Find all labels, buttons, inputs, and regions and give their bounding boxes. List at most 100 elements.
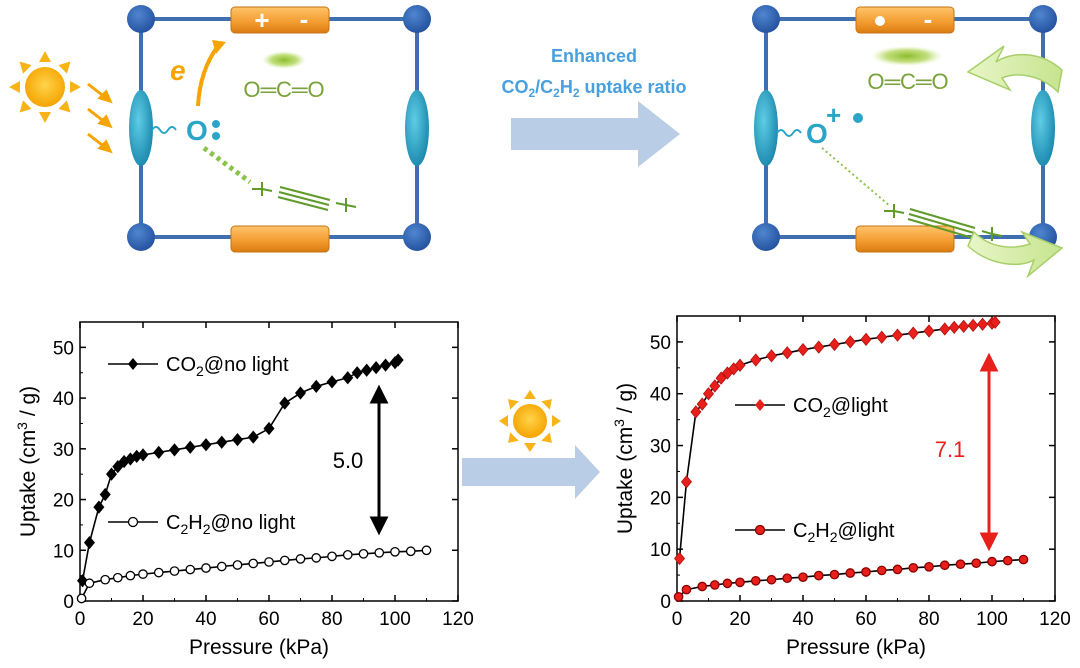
- data-point: [907, 326, 919, 340]
- y-tick-label: 20: [650, 488, 671, 509]
- data-point: [908, 562, 919, 573]
- electron-arrow-icon: [196, 44, 220, 107]
- legend-marker: [755, 399, 765, 411]
- y-tick-label: 40: [650, 385, 671, 406]
- y-tick-label: 10: [53, 541, 74, 562]
- data-point: [99, 487, 111, 502]
- node-icon: [403, 223, 431, 251]
- sun-ray-icon: [70, 81, 81, 93]
- data-point: [374, 547, 385, 558]
- x-tick-label: 40: [792, 609, 813, 630]
- x-tick-label: 120: [1039, 609, 1071, 630]
- x-axis-label: Pressure (kPa): [786, 636, 926, 659]
- y-tick-label: 30: [53, 440, 74, 461]
- data-point: [248, 558, 259, 569]
- data-point: [76, 593, 87, 604]
- data-point: [370, 361, 382, 375]
- data-point: [924, 561, 934, 572]
- c2h2-out-arrow-icon: [967, 230, 1064, 279]
- ratio-value-right: 7.1: [935, 437, 966, 462]
- data-point: [798, 572, 808, 583]
- glow-icon: [871, 46, 943, 66]
- ratio-arrow-right: [979, 352, 999, 552]
- data-point: [977, 317, 989, 331]
- node-icon: [127, 223, 155, 251]
- data-point: [125, 570, 136, 581]
- y-tick-label: 0: [660, 592, 671, 613]
- y-tick-label: 30: [650, 437, 671, 458]
- data-point: [958, 319, 970, 333]
- data-point: [681, 584, 692, 595]
- data-point: [137, 448, 149, 462]
- data-point: [294, 386, 307, 400]
- data-point: [782, 573, 793, 584]
- sun-ray-icon: [524, 390, 536, 399]
- data-point: [105, 467, 118, 481]
- sun-ray-icon: [508, 432, 519, 443]
- data-point: [715, 371, 727, 385]
- data-point: [735, 577, 745, 588]
- co2-molecule-left: O═C═O: [243, 77, 324, 102]
- data-point: [405, 546, 416, 557]
- hole-dot-icon: [875, 16, 885, 26]
- data-point: [231, 433, 244, 447]
- sun-ray-icon: [524, 443, 536, 452]
- electron-dot-icon: [212, 132, 220, 140]
- x-tick-label: 20: [132, 609, 153, 630]
- data-point: [112, 572, 123, 583]
- co2-in-arrow-icon: [966, 45, 1063, 94]
- sun-ray-icon: [552, 415, 561, 427]
- data-point: [673, 551, 686, 566]
- big-arrow-icon: [511, 101, 680, 167]
- linker-lobe-icon: [1031, 90, 1055, 166]
- data-point: [295, 554, 306, 564]
- data-point: [380, 358, 392, 372]
- chart-no-light: 0 20 40 60 80 100 120 0 10 20 30 40 50 Pressure (kPa)…: [14, 321, 474, 659]
- electron-dot-icon: [853, 113, 863, 123]
- data-point: [765, 349, 778, 363]
- data-point: [923, 324, 935, 338]
- data-point: [153, 567, 164, 578]
- sun-ray-icon: [499, 415, 508, 427]
- x-tick-label: 40: [195, 609, 216, 630]
- sun-ray-icon: [19, 61, 32, 74]
- data-point: [421, 545, 432, 556]
- data-point: [361, 363, 373, 377]
- sun-disc-icon: [25, 67, 65, 107]
- data-point: [797, 343, 809, 357]
- data-point: [971, 558, 982, 569]
- electron-label: e: [170, 55, 186, 86]
- data-point: [813, 570, 824, 581]
- wavy-link-icon: [151, 126, 177, 134]
- data-point: [955, 559, 966, 570]
- data-point: [781, 346, 793, 360]
- data-point: [860, 332, 872, 346]
- electron-dot-icon: [212, 120, 220, 128]
- data-point: [1018, 554, 1029, 565]
- legend-marker: [128, 358, 138, 370]
- sun-ray-icon: [19, 100, 32, 113]
- sun-ray-icon: [39, 51, 51, 62]
- x-axis-label: Pressure (kPa): [189, 636, 329, 659]
- data-point: [989, 315, 1001, 329]
- data-point: [987, 556, 997, 567]
- data-point: [200, 438, 212, 452]
- data-point: [358, 548, 369, 559]
- data-point: [891, 328, 904, 342]
- data-point: [216, 435, 228, 449]
- interaction-dots-icon: [202, 145, 252, 185]
- data-point: [310, 379, 322, 394]
- data-point: [185, 564, 196, 575]
- bar-top-left: [230, 6, 330, 34]
- bar-bottom-right: [855, 225, 955, 253]
- data-point: [690, 405, 702, 419]
- data-point: [392, 353, 404, 367]
- sun-ray-icon: [39, 112, 51, 123]
- x-tick-label: 60: [258, 609, 279, 630]
- data-point: [876, 565, 887, 576]
- data-point: [709, 379, 721, 393]
- legend-label: CO2@light: [793, 395, 888, 420]
- data-point: [138, 569, 148, 579]
- data-point: [696, 397, 708, 411]
- sun-icon: [499, 390, 561, 452]
